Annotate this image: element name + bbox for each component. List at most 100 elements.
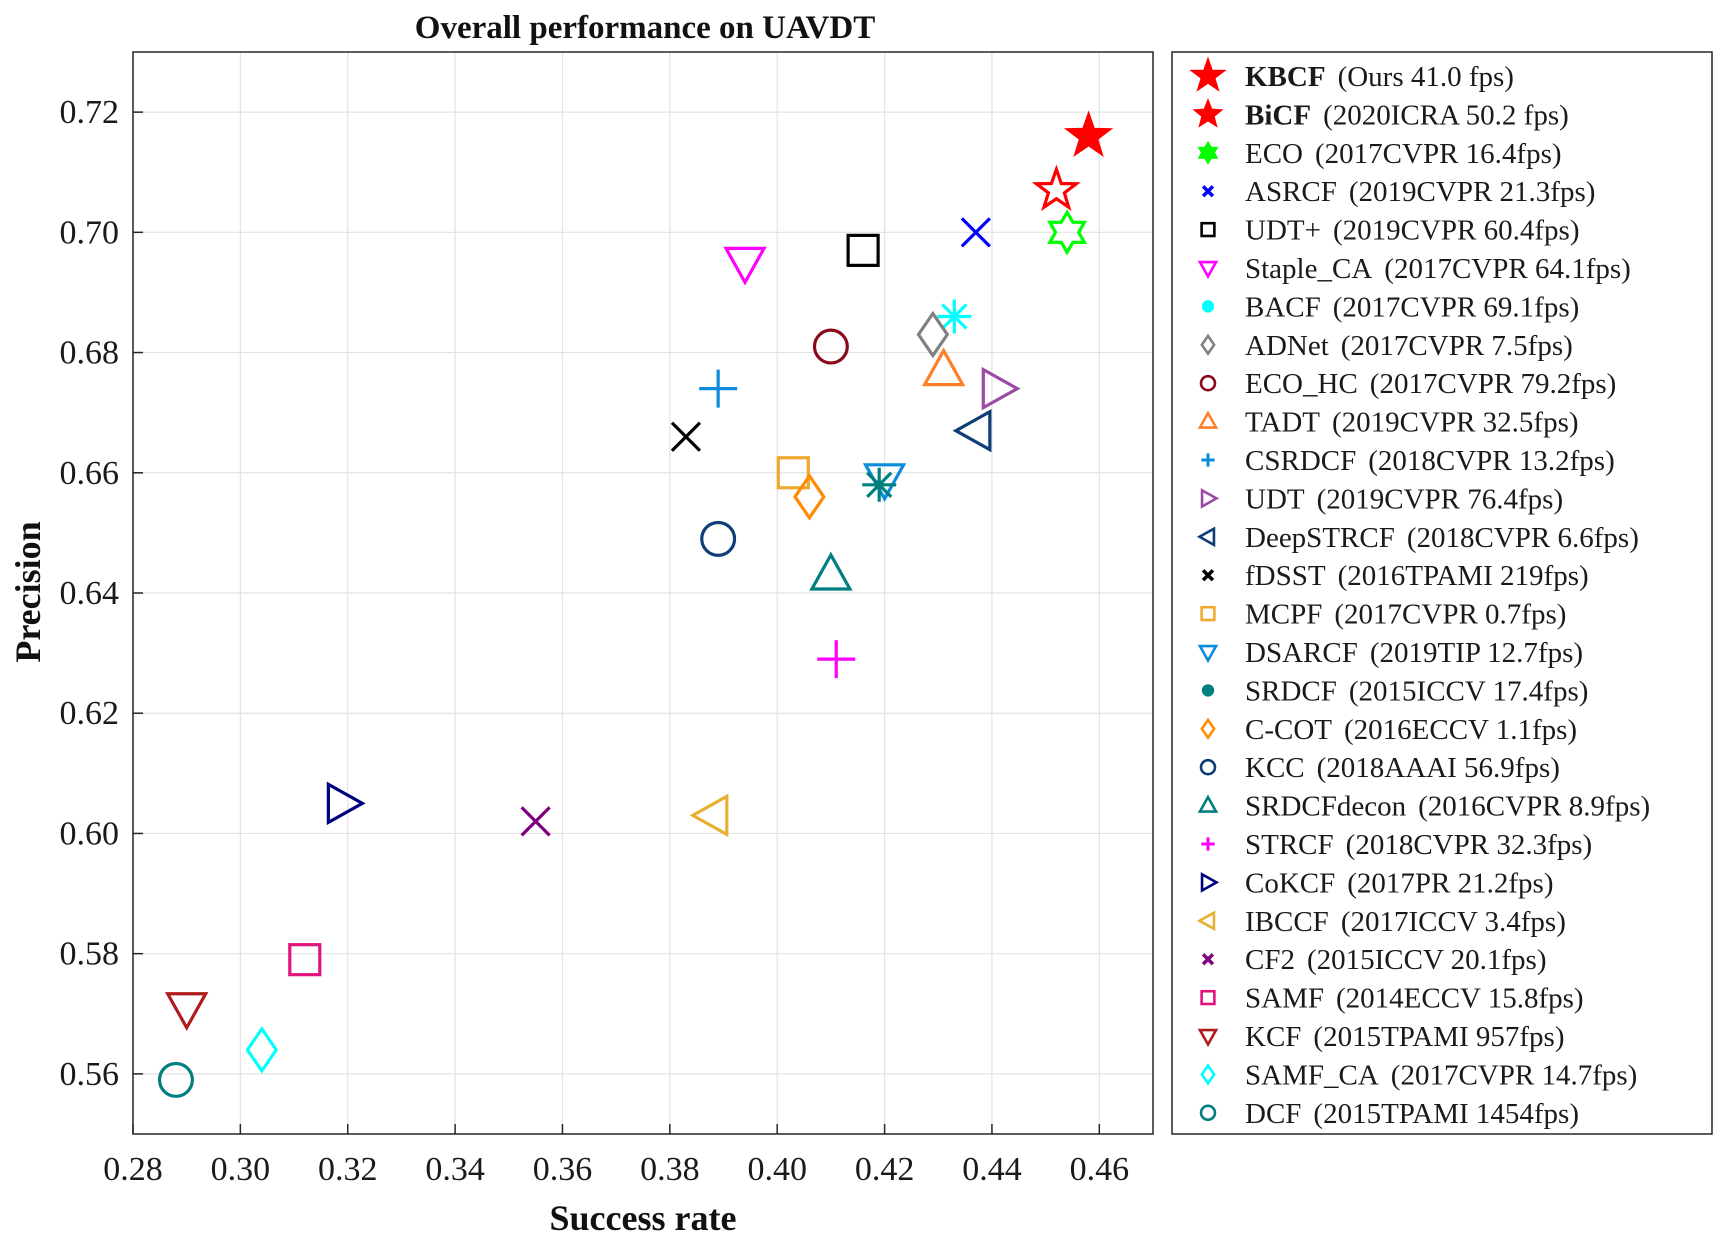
legend-marker — [1200, 221, 1216, 238]
legend-marker — [1201, 300, 1215, 313]
legend-box — [1171, 51, 1713, 1135]
legend-item-kcf: KCF (2015TPAMI 957fps) — [1197, 1021, 1565, 1053]
x-tick-label: 0.42 — [855, 1151, 915, 1188]
legend-marker — [1197, 1028, 1219, 1048]
legend-item-staple-ca: Staple_CA (2017CVPR 64.1fps) — [1197, 253, 1631, 285]
legend-item-dcf: DCF (2015TPAMI 1454fps) — [1199, 1098, 1579, 1130]
plot-frame — [132, 51, 1154, 1135]
legend-label: SAMF_CA — [1245, 1059, 1379, 1091]
legend-info: (2017CVPR 16.4fps) — [1315, 138, 1562, 170]
data-points — [157, 110, 1114, 1098]
x-tick-label: 0.34 — [425, 1151, 485, 1188]
legend-label: Staple_CA — [1245, 253, 1372, 285]
legend-label: TADT — [1245, 407, 1320, 439]
legend-marker — [1201, 185, 1215, 198]
y-tick-labels: 0.56 0.58 0.60 0.62 0.64 0.66 0.68 0.70 0.72 — [60, 94, 120, 1093]
legend-item-adnet: ADNet (2017CVPR 7.5fps) — [1200, 330, 1573, 362]
legend-info: (2019TIP 12.7fps) — [1370, 637, 1583, 669]
legend-item-asrcf: ASRCF (2019CVPR 21.3fps) — [1201, 176, 1595, 208]
legend-marker — [1200, 1063, 1216, 1086]
point-samf — [288, 943, 322, 977]
legend-info: (2018AAAI 56.9fps) — [1317, 752, 1560, 784]
legend-info: (2019CVPR 32.5fps) — [1332, 407, 1579, 439]
point-dcf — [157, 1061, 194, 1098]
legend-label: CF2 — [1245, 944, 1295, 976]
legend-label: ECO — [1245, 138, 1303, 170]
legend-info: (2017CVPR 79.2fps) — [1370, 368, 1617, 400]
legend-label: SRDCF — [1245, 675, 1337, 707]
legend-info: (2015TPAMI 1454fps) — [1313, 1098, 1579, 1130]
point-strcf — [817, 640, 856, 679]
legend-item-bicf: BiCF (2020ICRA 50.2 fps) — [1192, 98, 1569, 131]
legend-info: (2017CVPR 0.7fps) — [1334, 599, 1566, 631]
y-tick-label: 0.70 — [60, 214, 120, 251]
legend-label: SRDCFdecon — [1245, 791, 1407, 823]
legend-label: KCF — [1245, 1021, 1301, 1053]
x-tick-label: 0.44 — [962, 1151, 1022, 1188]
point-bicf — [1031, 164, 1081, 212]
legend-info: (2015TPAMI 957fps) — [1313, 1021, 1564, 1053]
legend-marker — [1200, 989, 1216, 1006]
legend-marker — [1201, 453, 1215, 467]
legend-marker — [1199, 1104, 1217, 1122]
legend-marker — [1200, 717, 1216, 741]
legend-marker — [1197, 794, 1219, 813]
legend-info: (2019CVPR 60.4fps) — [1333, 215, 1580, 247]
legend-info: (2018CVPR 32.3fps) — [1346, 829, 1593, 861]
legend-item-cf2: CF2 (2015ICCV 20.1fps) — [1201, 944, 1547, 976]
y-tick-label: 0.66 — [60, 455, 120, 492]
point-cf2 — [520, 806, 551, 837]
legend-item-dsarcf: DSARCF (2019TIP 12.7fps) — [1197, 637, 1583, 669]
legend-info: (2018CVPR 6.6fps) — [1407, 522, 1639, 554]
legend-info: (2018CVPR 13.2fps) — [1368, 445, 1615, 477]
legend-item-bacf: BACF (2017CVPR 69.1fps) — [1201, 291, 1580, 323]
legend-marker — [1192, 98, 1224, 128]
x-tick-label: 0.28 — [103, 1151, 163, 1188]
legend-marker — [1189, 56, 1227, 92]
legend-marker — [1196, 526, 1216, 548]
legend-item-samf-ca: SAMF_CA (2017CVPR 14.7fps) — [1200, 1059, 1637, 1091]
legend-info: (2017ICCV 3.4fps) — [1341, 906, 1566, 938]
legend-marker — [1200, 488, 1220, 509]
point-eco — [1047, 209, 1088, 256]
legend-item-udt-: UDT+ (2019CVPR 60.4fps) — [1200, 215, 1580, 247]
legend-label: ADNet — [1245, 330, 1329, 362]
y-tick-label: 0.68 — [60, 335, 120, 372]
legend-label: ASRCF — [1245, 176, 1337, 208]
y-tick-label: 0.60 — [60, 815, 120, 852]
point-adnet — [916, 310, 950, 359]
point-tadt — [921, 347, 966, 387]
point-srdcf — [862, 467, 897, 502]
legend-marker — [1200, 605, 1216, 622]
legend-item-kcc: KCC (2018AAAI 56.9fps) — [1199, 752, 1560, 784]
legend-info: (2020ICRA 50.2 fps) — [1323, 99, 1569, 131]
grid-lines — [132, 52, 1153, 1134]
legend-marker — [1201, 684, 1215, 697]
y-tick-label: 0.58 — [60, 936, 120, 973]
legend-marker — [1199, 758, 1217, 776]
legend-label: fDSST — [1245, 560, 1326, 592]
legend-info: (2019CVPR 76.4fps) — [1317, 483, 1564, 515]
legend-item-eco-hc: ECO_HC (2017CVPR 79.2fps) — [1199, 368, 1617, 400]
point-deepstrcf — [952, 408, 992, 453]
chart-title: Overall performance on UAVDT — [415, 10, 875, 46]
legend-info: (2017PR 21.2fps) — [1347, 867, 1553, 899]
x-tick-label: 0.46 — [1070, 1151, 1130, 1188]
legend-item-eco: ECO (2017CVPR 16.4fps) — [1197, 138, 1562, 170]
point-mcpf — [776, 456, 810, 490]
x-tick-label: 0.30 — [211, 1151, 271, 1188]
legend-marker — [1199, 374, 1217, 392]
y-tick-label: 0.56 — [60, 1056, 120, 1093]
legend-label: KCC — [1245, 752, 1305, 784]
y-tick-label: 0.64 — [60, 575, 120, 612]
legend-info: (2016CVPR 8.9fps) — [1418, 791, 1650, 823]
legend-info: (2017CVPR 69.1fps) — [1333, 291, 1580, 323]
legend-label: SAMF — [1245, 983, 1324, 1015]
y-axis-title: Precision — [8, 521, 48, 662]
point-csrdcf — [699, 369, 738, 408]
legend-label: DCF — [1245, 1098, 1301, 1130]
legend-item-samf: SAMF (2014ECCV 15.8fps) — [1200, 983, 1584, 1015]
point-cokcf — [326, 781, 366, 826]
point-staple-ca — [723, 246, 767, 286]
legend-label: IBCCF — [1245, 906, 1329, 938]
